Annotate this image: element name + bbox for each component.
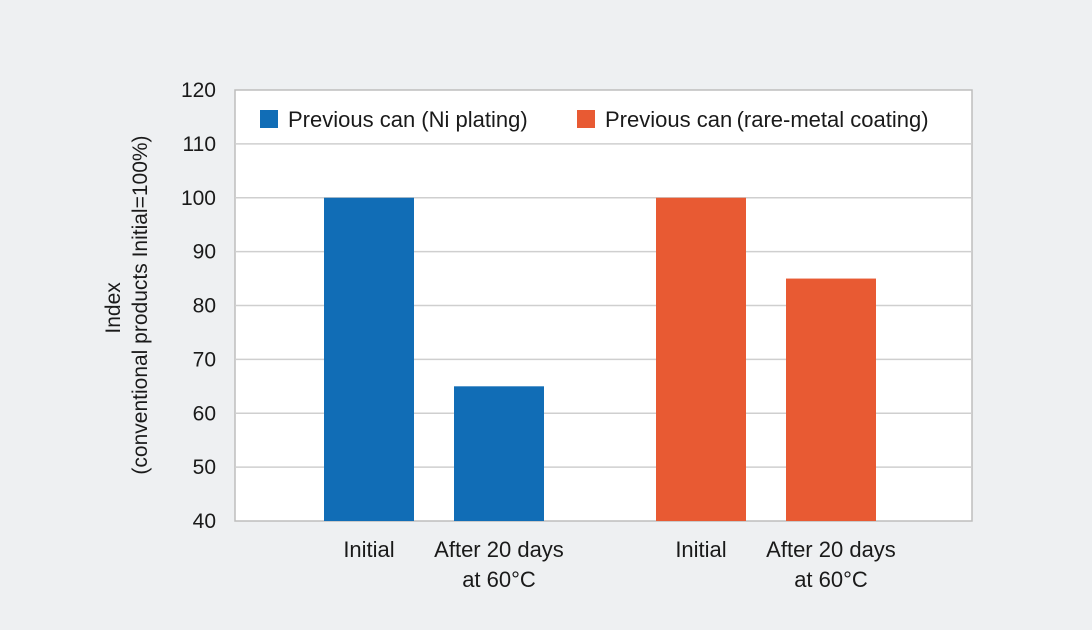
legend-label: Previous can (rare-metal coating) — [605, 107, 929, 132]
x-tick-label-line: at 60°C — [794, 567, 868, 592]
y-tick-label: 100 — [181, 187, 216, 210]
y-tick-label: 90 — [193, 241, 216, 264]
x-tick-label-line: After 20 days — [434, 537, 564, 562]
y-axis-title-line-2: (conventional products Initial=100%) — [129, 135, 152, 474]
x-tick-label: Initial — [343, 537, 394, 562]
x-tick-label: After 20 days at 60°C — [434, 537, 564, 592]
y-tick-label: 40 — [193, 510, 216, 533]
y-tick-labels: 40 50 60 70 80 90 100 110 120 — [181, 79, 216, 533]
legend-label: Previous can (Ni plating) — [288, 107, 528, 132]
y-tick-label: 120 — [181, 79, 216, 102]
y-axis-title-line-1: Index — [102, 282, 125, 334]
bar — [786, 278, 876, 521]
x-tick-label-line: at 60°C — [462, 567, 536, 592]
bar — [454, 386, 544, 521]
legend-item: Previous can (Ni plating) — [260, 107, 528, 132]
x-tick-label: Initial — [675, 537, 726, 562]
x-tick-label: After 20 days at 60°C — [766, 537, 896, 592]
y-tick-label: 60 — [193, 402, 216, 425]
legend-swatch — [260, 110, 278, 128]
legend: Previous can (Ni plating) Previous can (r… — [260, 107, 929, 132]
y-tick-label: 50 — [193, 456, 216, 479]
x-tick-labels: Initial After 20 days at 60°C Initial After … — [343, 537, 896, 592]
legend-item: Previous can (rare-metal coating) — [577, 107, 929, 132]
y-tick-label: 110 — [183, 133, 216, 156]
x-tick-label-line: Initial — [343, 537, 394, 562]
y-tick-label: 80 — [193, 295, 216, 318]
x-tick-label-line: After 20 days — [766, 537, 896, 562]
bar — [656, 197, 746, 521]
bars — [324, 197, 876, 521]
x-tick-label-line: Initial — [675, 537, 726, 562]
legend-swatch — [577, 110, 595, 128]
bar — [324, 197, 414, 521]
y-axis-title: Index (conventional products Initial=100… — [102, 135, 152, 474]
y-tick-label: 70 — [193, 348, 216, 371]
